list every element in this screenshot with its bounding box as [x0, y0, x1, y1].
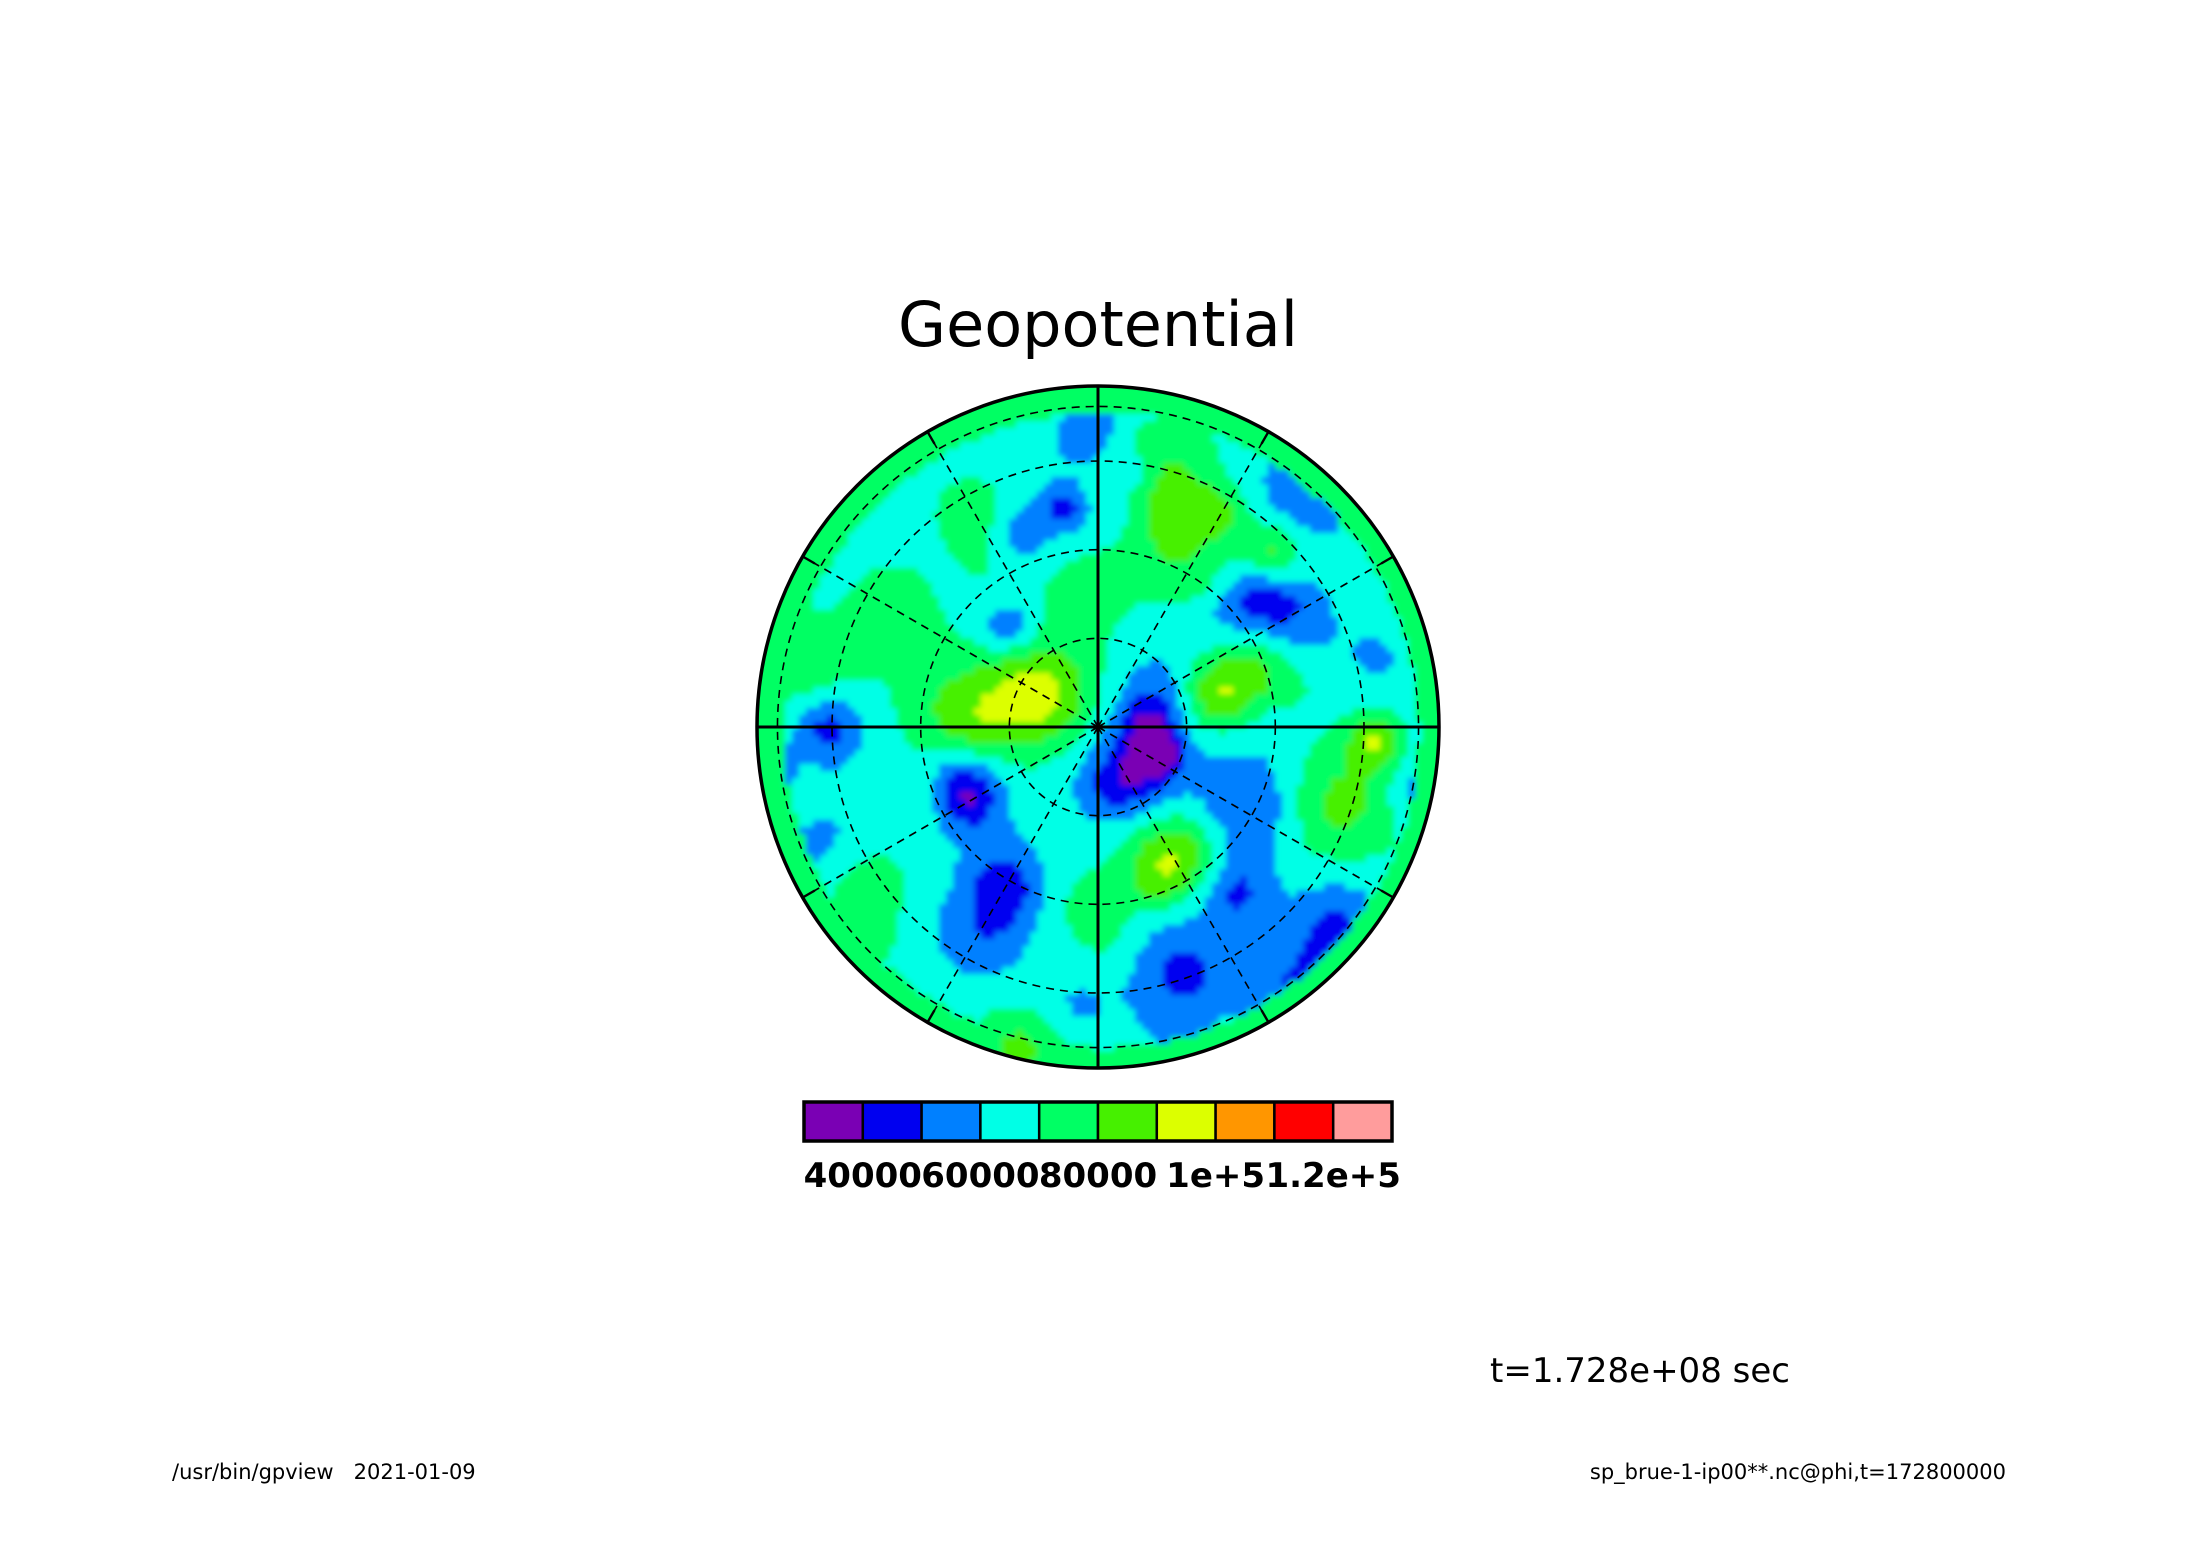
colorbar-swatch	[1331, 1100, 1394, 1143]
chart-title: Geopotential	[898, 288, 1298, 361]
polar-map	[755, 384, 1441, 1070]
colorbar-tick-label: 1.2e+5	[1265, 1156, 1400, 1196]
colorbar-swatch	[1155, 1100, 1217, 1143]
time-label: t=1.728e+08 sec	[1490, 1351, 1790, 1391]
footer-right: sp_brue-1-ip00**.nc@phi,t=172800000	[1590, 1460, 2006, 1485]
colorbar-swatch	[1037, 1100, 1100, 1143]
map-grid	[757, 386, 1439, 1068]
colorbar-tick-label: 60000	[921, 1156, 1039, 1196]
colorbar-swatch	[920, 1100, 982, 1143]
colorbar-swatch	[1214, 1100, 1276, 1143]
colorbar-tick-label: 80000	[1039, 1156, 1157, 1196]
colorbar-swatch	[1096, 1100, 1159, 1143]
colorbar-tick-label: 1e+5	[1166, 1156, 1265, 1196]
colorbar: 40000 60000 80000 1e+5 1.2e+5	[802, 1100, 1401, 1196]
colorbar-frame	[802, 1100, 1394, 1143]
geopotential-field	[757, 386, 1439, 1068]
map-border	[755, 384, 1441, 1070]
colorbar-swatch	[802, 1100, 865, 1143]
colorbar-tick-label: 40000	[804, 1156, 922, 1196]
colorbar-swatch	[979, 1100, 1041, 1143]
colorbar-swatch	[861, 1100, 923, 1143]
colorbar-swatch	[1273, 1100, 1335, 1143]
footer-left: /usr/bin/gpview 2021-01-09	[172, 1460, 476, 1484]
